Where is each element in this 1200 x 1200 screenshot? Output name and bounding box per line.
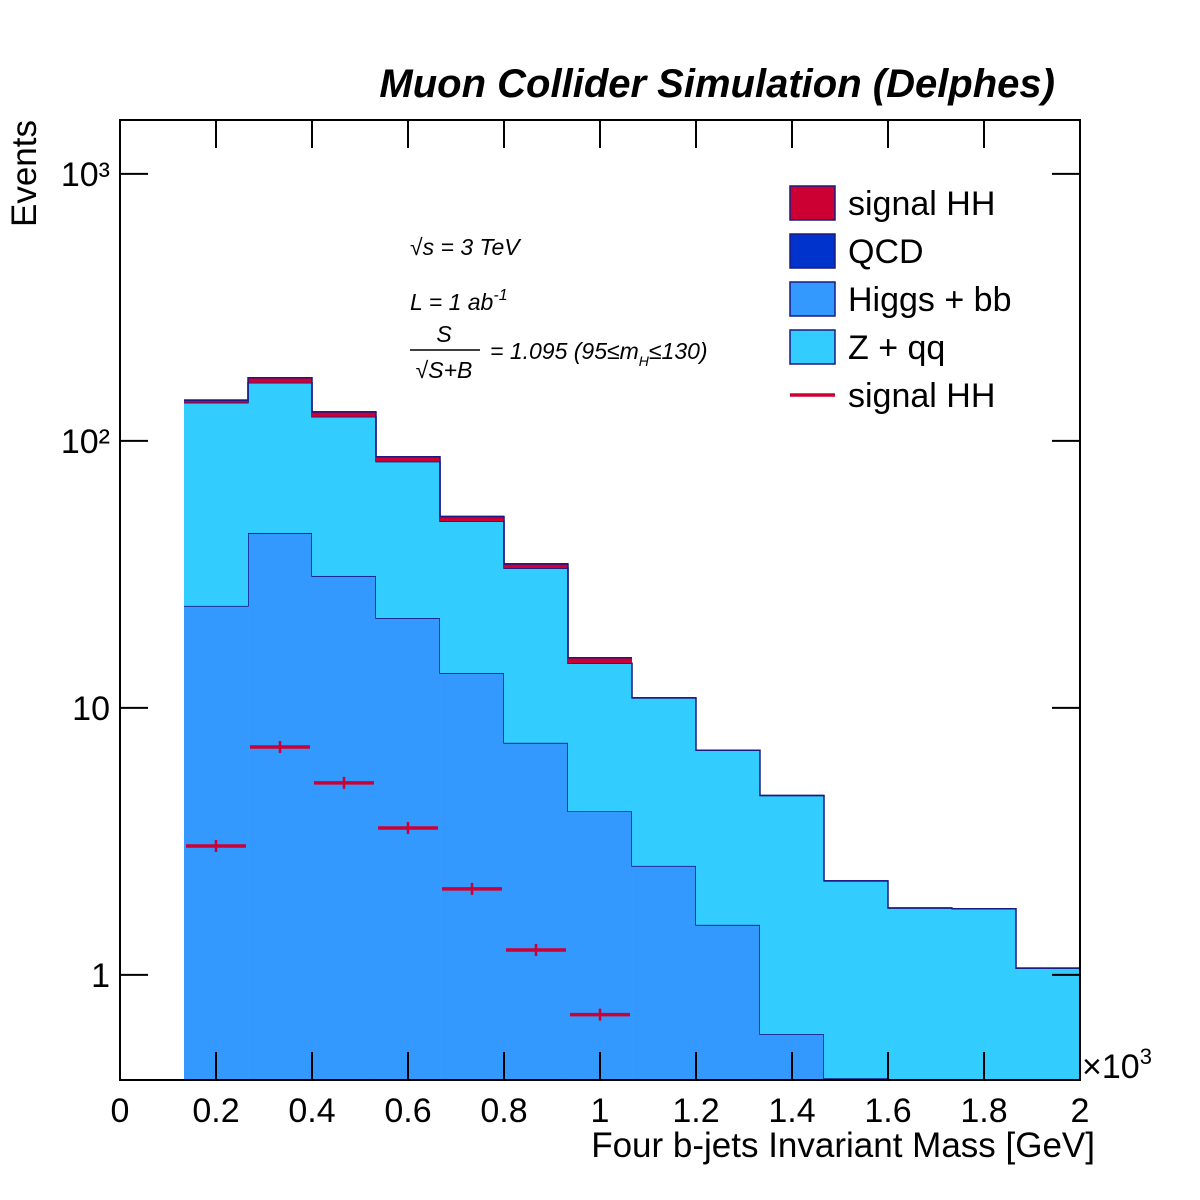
bar <box>824 880 888 1079</box>
legend-swatch <box>789 185 836 221</box>
legend-label: Z + qq <box>848 329 945 367</box>
x-tick-label: 0.6 <box>384 1092 431 1130</box>
y-tick-label: 10³ <box>61 156 110 194</box>
y-tick-label: 10² <box>61 423 110 461</box>
chart-title: Muon Collider Simulation (Delphes) <box>379 62 1055 106</box>
lumi-text: L = 1 ab <box>410 289 494 315</box>
x-tick-label: 1.2 <box>672 1092 719 1130</box>
x-multiplier: ×103 <box>1082 1044 1152 1086</box>
bar <box>375 461 441 619</box>
bar <box>248 382 312 533</box>
bar <box>759 795 825 1035</box>
bar <box>504 742 568 1080</box>
x-tick-label: 0.4 <box>288 1092 335 1130</box>
fraction-denominator: √S+B <box>416 357 473 383</box>
bar <box>248 377 312 383</box>
bar <box>696 750 760 925</box>
bar <box>567 657 633 664</box>
plot-area <box>183 377 1080 1080</box>
bar <box>567 811 633 1080</box>
x-tick-label: 0.8 <box>480 1092 527 1130</box>
legend-swatch <box>789 329 836 365</box>
bar <box>248 532 312 1080</box>
legend-label: QCD <box>848 233 924 271</box>
significance-sub: H <box>639 353 650 369</box>
lumi-annotation: L = 1 ab-1 <box>410 287 508 315</box>
bar <box>951 908 1017 1080</box>
x-tick-label: 1 <box>591 1092 610 1130</box>
x-tick-label: 2 <box>1071 1092 1090 1130</box>
bar <box>440 516 504 522</box>
legend-label: signal HH <box>848 185 995 223</box>
bar <box>1016 968 1080 1080</box>
bar <box>696 924 760 1080</box>
series-outline <box>183 377 633 659</box>
x-tick-label: 0.2 <box>192 1092 239 1130</box>
significance-text: = 1.095 (95≤m <box>490 338 639 364</box>
legend: signal HH QCD Higgs + bb Z + qq signal HH <box>789 185 1012 415</box>
legend-label: Higgs + bb <box>848 281 1012 319</box>
bar <box>567 663 633 812</box>
y-tick-label: 10 <box>72 690 110 728</box>
legend-label: signal HH <box>848 377 995 415</box>
x-multiplier-exponent: 3 <box>1140 1044 1152 1069</box>
bar <box>375 618 441 1080</box>
x-tick-label: 1.6 <box>864 1092 911 1130</box>
bar <box>632 865 696 1080</box>
bar <box>440 673 504 1080</box>
bar <box>440 521 504 674</box>
y-axis-label: Events <box>5 120 44 227</box>
x-axis-label: Four b-jets Invariant Mass [GeV] <box>591 1126 1095 1165</box>
bar <box>375 456 441 462</box>
legend-swatch <box>789 233 836 269</box>
bar <box>183 400 249 403</box>
x-tick-label: 0 <box>111 1092 130 1130</box>
bar <box>504 568 568 743</box>
significance-after: ≤130) <box>649 338 708 364</box>
x-multiplier-base: ×10 <box>1082 1048 1140 1086</box>
bar <box>504 563 568 569</box>
bar <box>312 575 376 1080</box>
lumi-sup: -1 <box>493 287 507 304</box>
x-tick-label: 1.8 <box>960 1092 1007 1130</box>
x-tick-label: 1.4 <box>768 1092 815 1130</box>
bar <box>888 908 952 1080</box>
fraction-numerator: S <box>436 321 452 347</box>
bar <box>312 416 376 576</box>
bar <box>632 697 696 866</box>
legend-swatch <box>789 281 836 317</box>
y-tick-label: 1 <box>91 957 110 995</box>
energy-annotation: √s = 3 TeV <box>410 234 522 260</box>
bar <box>312 411 376 417</box>
significance-annotation: = 1.095 (95≤mH≤130) <box>490 338 708 369</box>
bar <box>183 402 249 606</box>
